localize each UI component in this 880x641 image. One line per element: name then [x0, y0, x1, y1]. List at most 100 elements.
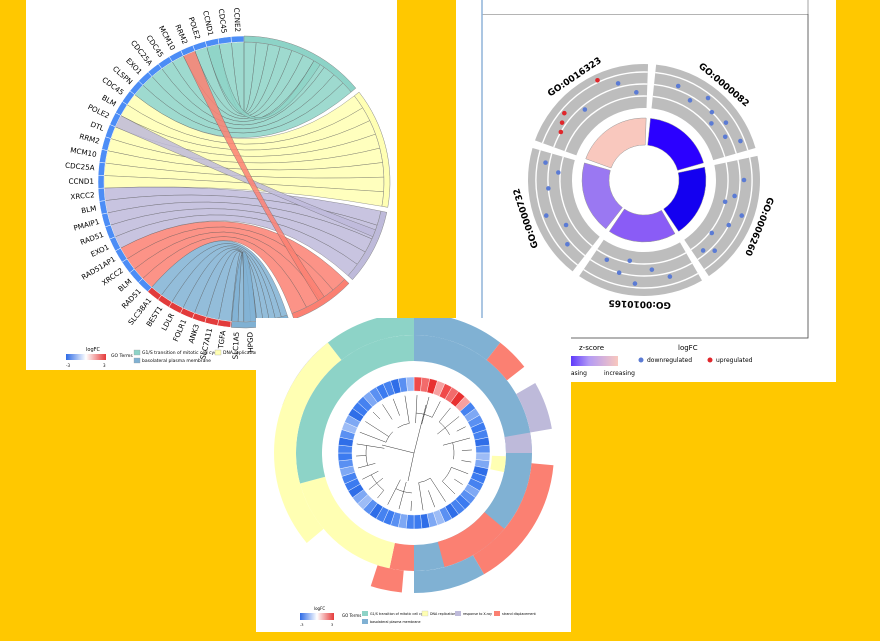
legend-zscore-high: increasing: [604, 370, 635, 377]
cluster-term-segment: [414, 555, 484, 593]
circle-logfc-point: [627, 258, 633, 264]
cluster-tree-branch: [461, 449, 472, 451]
cluster-tree-arc: [416, 412, 433, 418]
chord-gene-label: POLE2: [187, 16, 203, 41]
legend-term-2: DNA replication: [430, 612, 456, 616]
chord-gene-segment: [147, 63, 163, 77]
cluster-dendrogram: [356, 395, 472, 511]
chord-chart: CCNE2CDC45CCND1POLE2RRM2MCM10CDC45CDC25A…: [65, 7, 391, 368]
chord-gene-label: SLC1A5: [231, 332, 241, 360]
chord-gene-label: CCND1: [68, 177, 94, 186]
chord-gene-label: XRCC2: [70, 190, 95, 201]
circle-logfc-point: [649, 267, 655, 272]
circle-outer-sectors: [528, 64, 760, 297]
chord-gene-segment: [157, 294, 173, 308]
circle-logfc-point: [741, 177, 747, 183]
circle-logfc-point: [709, 109, 715, 115]
chord-term-segment: [353, 91, 391, 208]
cluster-tree-branch: [372, 411, 381, 420]
circle-chart: GO:0000082GO:0006260GO:0010165GO:0000732…: [456, 0, 836, 377]
chord-gene-segment: [109, 236, 121, 252]
circle-logfc-point: [562, 110, 567, 116]
cluster-tree-branch: [442, 481, 456, 495]
legend-terms-title: GO Terms: [111, 353, 133, 359]
chord-gene-segment: [97, 161, 106, 176]
cluster-tree-branch: [437, 416, 460, 435]
circle-legend: z-score decreasing increasing logFC down…: [554, 344, 753, 377]
circle-zscore-segment: [585, 117, 647, 169]
chord-gene-segment: [99, 200, 108, 215]
chord-gene-label: FOLR1: [171, 318, 189, 343]
chord-gene-segment: [138, 71, 153, 86]
circle-logfc-point: [632, 281, 638, 286]
circle-logfc-point: [722, 199, 728, 205]
circle-logfc-point: [616, 270, 622, 276]
cluster-tree-arc: [439, 421, 450, 435]
chord-gene-label: BLM: [100, 93, 118, 108]
circle-logfc-point: [558, 129, 564, 135]
chord-gene-segment: [104, 124, 116, 139]
cluster-tree-branch: [398, 481, 407, 510]
chord-gene-segment: [114, 247, 128, 263]
chord-gene-label: RRM2: [173, 23, 189, 46]
legend-swatch-term-3: [133, 357, 141, 364]
legend-logfc-gradient: [66, 354, 106, 360]
chord-gene-segment: [147, 286, 162, 301]
cluster-tree-branch: [356, 443, 385, 449]
chord-gene-segment: [217, 319, 232, 328]
chord-gene-segment: [157, 56, 173, 70]
legend-swatch-term-3: [455, 611, 461, 616]
circle-zscore-segment: [608, 208, 676, 243]
cluster-tree-branch: [382, 404, 393, 420]
legend-swatch-term-4: [494, 611, 500, 616]
circle-zscore-segment: [647, 118, 704, 171]
cluster-tree-arc: [371, 474, 384, 491]
circle-zscore-segment: [581, 162, 623, 230]
cluster-tree-arc: [365, 445, 368, 466]
cluster-tree-branch: [356, 455, 367, 457]
legend-zscore-gradient: [560, 356, 618, 366]
circle-logfc-point: [732, 193, 737, 199]
legend-swatch-term-5: [362, 619, 368, 624]
legend-up-dot: [707, 357, 713, 363]
chord-gene-label: BLM: [81, 204, 97, 216]
chord-gene-segment: [180, 307, 195, 319]
chord-gene-label: ANK3: [186, 323, 201, 344]
legend-swatch-term-1: [133, 349, 141, 356]
circle-logfc-point: [705, 95, 711, 101]
cluster-term-segment: [516, 383, 552, 433]
legend-term-5: basolateral plasma membrane: [370, 620, 421, 624]
chord-gene-label: CDC25A: [65, 161, 95, 173]
cluster-tree-arc: [385, 431, 393, 443]
legend-term-3: basolateral plasma membrane: [142, 358, 211, 364]
circle-logfc-point: [712, 248, 718, 254]
circle-logfc-point: [546, 186, 551, 191]
chord-chart-panel: CCNE2 CDC45 CCND1 POLE2 RRM2 MCM10 CDC45 CDC25A…: [26, 0, 397, 370]
chord-gene-segment: [97, 187, 106, 202]
legend-logfc-max: 3: [331, 623, 333, 627]
legend-term-2: DNA replication: [223, 350, 258, 356]
legend-logfc-title: logFC: [86, 347, 100, 353]
legend-term-4: strand displacement: [502, 612, 537, 616]
cluster-tree-branch: [410, 500, 412, 511]
legend-down-dot: [638, 357, 644, 363]
chord-gene-label: PMAIP1: [72, 217, 100, 233]
circle-logfc-point: [543, 160, 548, 165]
cluster-tree-branch: [377, 490, 384, 499]
cluster-tree-branch: [404, 395, 410, 424]
chord-gene-segment: [101, 212, 112, 228]
cluster-tree-branch: [442, 437, 471, 446]
circle-logfc-point: [634, 90, 639, 95]
circle-logfc-point: [709, 230, 715, 236]
circle-logfc-point: [738, 138, 743, 144]
chord-gene-segment: [129, 80, 144, 95]
circle-logfc-point: [687, 98, 693, 103]
cluster-tree-branch: [357, 463, 376, 469]
chord-ring: [97, 35, 391, 329]
chord-gene-label: MCM10: [70, 145, 98, 159]
chord-gene-segment: [109, 112, 122, 128]
cluster-tree-branch: [431, 401, 441, 418]
cluster-term-segment: [274, 342, 342, 543]
chord-gene-segment: [168, 301, 184, 314]
chord-gene-segment: [168, 50, 184, 63]
